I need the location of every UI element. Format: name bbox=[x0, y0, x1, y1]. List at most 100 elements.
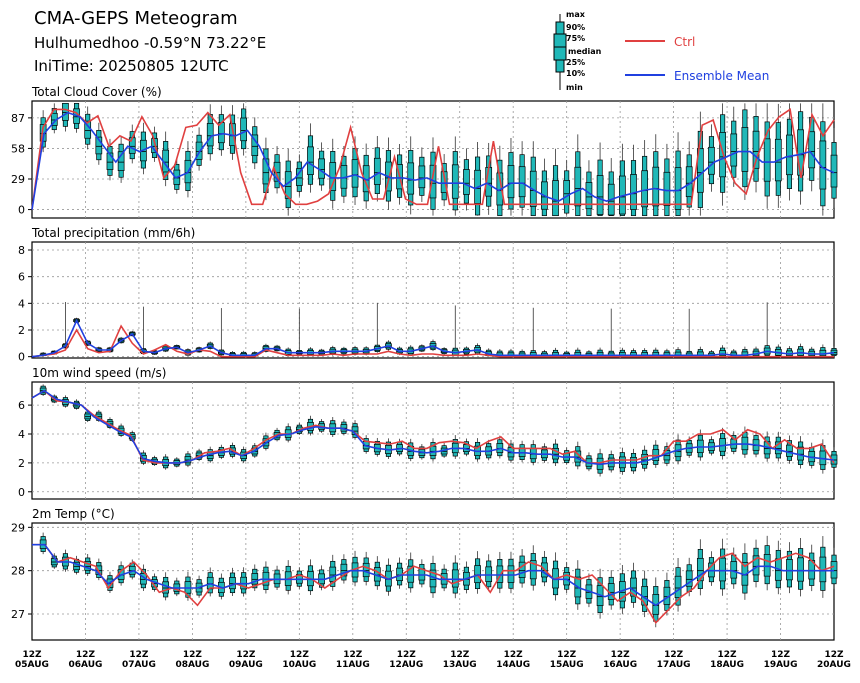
ensemble-box bbox=[674, 132, 682, 217]
ensemble-box bbox=[786, 542, 793, 594]
ensemble-box bbox=[284, 423, 292, 443]
ensemble-box bbox=[229, 567, 236, 597]
x-tick-date: 20AUG bbox=[817, 660, 851, 670]
ensemble-box bbox=[451, 136, 459, 216]
box-inner bbox=[808, 131, 816, 169]
box-inner bbox=[574, 166, 582, 207]
ensemble-box bbox=[741, 543, 749, 600]
ensemble-box bbox=[73, 102, 80, 133]
box-inner bbox=[429, 445, 437, 456]
box-inner bbox=[797, 557, 804, 582]
ensemble-box bbox=[685, 557, 693, 597]
panel-title: 2m Temp (°C) bbox=[32, 507, 115, 521]
box-inner bbox=[674, 575, 682, 598]
ensemble-box bbox=[62, 102, 69, 132]
ensemble-box bbox=[273, 565, 281, 591]
ensemble-box bbox=[786, 103, 793, 201]
ensemble-box bbox=[418, 559, 426, 588]
box-inner bbox=[418, 165, 426, 189]
panel-1: Total precipitation (mm/6h) 0 2 4 6 8 bbox=[18, 226, 838, 364]
ensemble-box bbox=[496, 435, 504, 459]
x-tick-hour: 12Z bbox=[22, 650, 42, 660]
box-inner bbox=[663, 171, 671, 206]
ensemble-box bbox=[607, 570, 615, 610]
box-inner bbox=[95, 136, 103, 155]
ensemble-box bbox=[84, 409, 92, 423]
ensemble-box bbox=[663, 143, 671, 217]
box-inner bbox=[763, 554, 771, 577]
ensemble-box bbox=[251, 117, 259, 170]
x-tick-date: 12AUG bbox=[389, 660, 423, 670]
box-inner bbox=[507, 165, 515, 199]
box-inner bbox=[463, 169, 470, 195]
x-tick-date: 11AUG bbox=[336, 660, 370, 670]
box-inner bbox=[496, 565, 504, 583]
ensemble-box bbox=[396, 557, 403, 589]
ensemble-box bbox=[541, 443, 548, 463]
box-inner bbox=[117, 151, 125, 171]
ensemble-box bbox=[429, 438, 437, 462]
x-tick-date: 17AUG bbox=[657, 660, 691, 670]
box-inner bbox=[685, 570, 693, 587]
y-tick-label: 29 bbox=[11, 521, 25, 534]
ensemble-box bbox=[485, 554, 493, 592]
box-inner bbox=[786, 444, 793, 457]
ensemble-box bbox=[474, 551, 481, 594]
ensemble-box bbox=[719, 427, 726, 460]
x-tick-hour: 12Z bbox=[76, 650, 96, 660]
panel-2: 10m wind speed (m/s) 0 2 4 6 bbox=[18, 366, 838, 500]
x-tick-hour: 12Z bbox=[343, 650, 363, 660]
ensemble-box bbox=[251, 564, 259, 592]
y-tick-label: 0 bbox=[18, 351, 25, 364]
ensemble-box bbox=[641, 140, 648, 217]
box-inner bbox=[351, 159, 359, 188]
ensemble-box bbox=[774, 344, 782, 357]
panel-0: Total Cloud Cover (%) 0 29 58 87 bbox=[11, 85, 838, 219]
y-tick-label: 6 bbox=[18, 271, 25, 284]
ensemble-box bbox=[529, 545, 537, 591]
ensemble-box bbox=[463, 148, 470, 211]
ensemble-box bbox=[696, 346, 704, 357]
ensemble-box bbox=[340, 146, 348, 204]
ensemble-box bbox=[518, 440, 526, 463]
ensemble-box bbox=[385, 438, 392, 459]
ensemble-box bbox=[652, 134, 660, 217]
x-tick-hour: 12Z bbox=[611, 650, 631, 660]
y-tick-label: 2 bbox=[18, 324, 25, 337]
ensemble-box bbox=[819, 103, 827, 216]
panel-frame bbox=[31, 241, 835, 359]
ensemble-box bbox=[752, 430, 760, 458]
ensemble-box bbox=[329, 417, 337, 438]
ensemble-box bbox=[719, 538, 726, 596]
ensemble-box bbox=[797, 343, 804, 357]
x-tick-date: 16AUG bbox=[603, 660, 637, 670]
ensemble-box bbox=[808, 544, 816, 592]
box-inner bbox=[106, 152, 114, 170]
x-tick-date: 18AUG bbox=[710, 660, 744, 670]
ensemble-box bbox=[84, 553, 92, 577]
x-tick-date: 14AUG bbox=[496, 660, 530, 670]
ensemble-box bbox=[641, 445, 648, 472]
ensemble-box bbox=[563, 561, 571, 594]
y-tick-label: 0 bbox=[18, 486, 25, 499]
ensemble-box bbox=[630, 448, 637, 474]
box-inner bbox=[630, 577, 637, 597]
panel-title: Total precipitation (mm/6h) bbox=[31, 226, 195, 240]
panel-frame bbox=[31, 381, 835, 500]
ensemble-box bbox=[373, 135, 381, 202]
x-tick-hour: 12Z bbox=[236, 650, 256, 660]
ensemble-box bbox=[630, 562, 637, 608]
x-tick-date: 08AUG bbox=[175, 660, 209, 670]
ensemble-box bbox=[774, 431, 782, 462]
ensemble-box bbox=[373, 302, 381, 353]
ensemble-box bbox=[407, 552, 415, 593]
box-inner bbox=[229, 577, 236, 590]
ensemble-box bbox=[307, 347, 314, 357]
ensemble-box bbox=[819, 536, 827, 598]
y-tick-label: 28 bbox=[11, 565, 25, 578]
y-tick-label: 4 bbox=[18, 428, 25, 441]
ensemble-box bbox=[574, 134, 582, 217]
ctrl-series-line bbox=[31, 108, 835, 210]
box-inner bbox=[206, 123, 214, 147]
box-inner bbox=[273, 161, 281, 182]
